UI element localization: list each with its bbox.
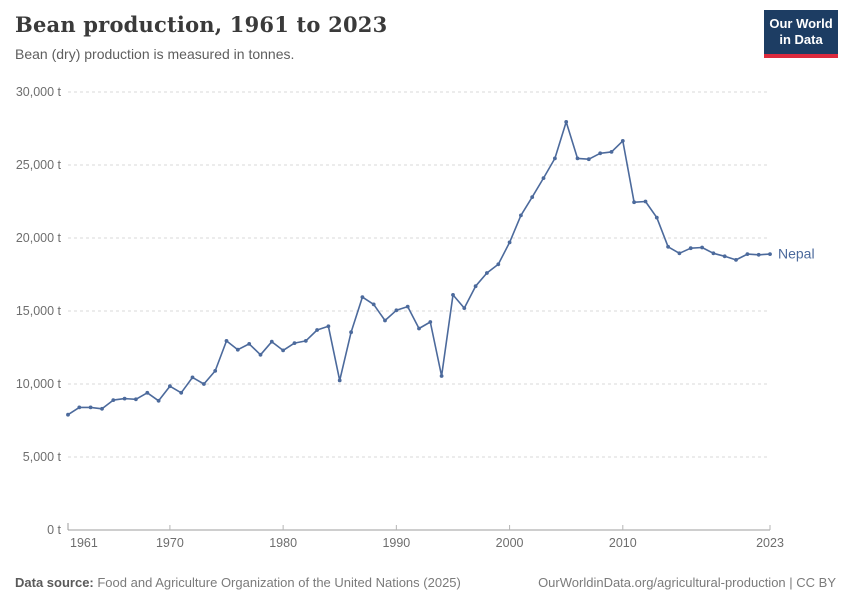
data-source-label: Data source: <box>15 575 94 590</box>
data-point[interactable] <box>586 157 591 162</box>
data-point[interactable] <box>315 328 319 332</box>
chart-subtitle: Bean (dry) production is measured in ton… <box>15 46 295 62</box>
owid-logo-line2: in Data <box>779 32 823 48</box>
data-point[interactable] <box>303 339 308 343</box>
data-point[interactable] <box>179 390 184 395</box>
x-tick-label: 1961 <box>70 536 98 550</box>
data-point[interactable] <box>224 339 229 343</box>
data-source-text: Food and Agriculture Organization of the… <box>93 575 461 590</box>
data-point[interactable] <box>156 398 161 403</box>
data-point[interactable] <box>349 330 353 335</box>
data-point[interactable] <box>564 120 569 124</box>
x-tick-label: 1990 <box>382 536 410 550</box>
data-point[interactable] <box>745 252 750 256</box>
y-tick-label: 15,000 t <box>16 304 62 318</box>
x-tick-label: 2023 <box>756 536 784 550</box>
data-point[interactable] <box>371 302 376 307</box>
data-point[interactable] <box>202 382 206 386</box>
data-point[interactable] <box>734 258 738 262</box>
x-tick-label: 1970 <box>156 536 184 550</box>
data-point[interactable] <box>122 396 127 401</box>
data-point[interactable] <box>507 240 512 245</box>
data-point[interactable] <box>405 304 410 309</box>
data-point[interactable] <box>575 156 580 161</box>
data-point[interactable] <box>620 139 625 143</box>
data-point[interactable] <box>145 390 150 395</box>
data-point[interactable] <box>632 200 636 205</box>
data-point[interactable] <box>281 348 285 353</box>
data-point[interactable] <box>666 244 670 249</box>
data-point[interactable] <box>111 398 116 402</box>
data-point[interactable] <box>439 374 444 378</box>
chart-footer: Data source: Food and Agriculture Organi… <box>15 575 836 590</box>
data-point[interactable] <box>496 262 501 267</box>
data-point[interactable] <box>768 252 772 256</box>
data-point[interactable] <box>394 308 399 313</box>
data-point[interactable] <box>168 384 172 389</box>
x-tick-label: 2000 <box>496 536 524 550</box>
data-point[interactable] <box>462 306 467 310</box>
data-point[interactable] <box>326 324 331 329</box>
data-point[interactable] <box>700 245 704 250</box>
credit-link[interactable]: OurWorldinData.org/agricultural-producti… <box>538 575 836 590</box>
data-point[interactable] <box>711 251 716 256</box>
data-point[interactable] <box>337 378 342 383</box>
x-tick-label: 1980 <box>269 536 297 550</box>
data-point[interactable] <box>292 341 297 345</box>
data-source: Data source: Food and Agriculture Organi… <box>15 575 461 590</box>
data-point[interactable] <box>643 199 648 204</box>
data-point[interactable] <box>247 342 252 346</box>
data-point[interactable] <box>88 405 93 410</box>
data-point[interactable] <box>428 320 433 324</box>
data-point[interactable] <box>77 405 82 410</box>
y-tick-label: 25,000 t <box>16 158 62 172</box>
data-point[interactable] <box>519 213 523 218</box>
data-point[interactable] <box>485 271 489 275</box>
data-point[interactable] <box>451 293 455 297</box>
chart-header: Bean production, 1961 to 2023 Bean (dry)… <box>15 12 387 62</box>
owid-logo-line1: Our World <box>769 16 833 31</box>
data-point[interactable] <box>417 326 421 331</box>
data-point[interactable] <box>383 318 387 323</box>
data-point[interactable] <box>100 406 104 411</box>
data-point[interactable] <box>269 339 274 344</box>
data-point[interactable] <box>134 397 138 402</box>
data-point[interactable] <box>258 352 263 357</box>
data-point[interactable] <box>598 151 603 156</box>
data-point[interactable] <box>553 156 557 161</box>
data-point[interactable] <box>235 347 240 352</box>
owid-logo[interactable]: Our World in Data <box>764 10 838 58</box>
data-point[interactable] <box>609 150 614 154</box>
data-point[interactable] <box>722 254 727 259</box>
data-point[interactable] <box>541 176 546 181</box>
data-point[interactable] <box>473 284 478 289</box>
data-point[interactable] <box>360 295 365 299</box>
data-point[interactable] <box>756 252 761 257</box>
data-point[interactable] <box>66 412 70 417</box>
y-tick-label: 20,000 t <box>16 231 62 245</box>
data-point[interactable] <box>654 215 659 220</box>
data-point[interactable] <box>677 251 682 256</box>
data-point[interactable] <box>190 375 195 380</box>
y-tick-label: 30,000 t <box>16 85 62 99</box>
data-point[interactable] <box>688 246 693 251</box>
y-tick-label: 5,000 t <box>23 450 62 464</box>
y-tick-label: 10,000 t <box>16 377 62 391</box>
x-tick-label: 2010 <box>609 536 637 550</box>
data-point[interactable] <box>213 369 218 373</box>
entity-label[interactable]: Nepal <box>778 246 815 262</box>
y-tick-label: 0 t <box>47 523 61 537</box>
data-point[interactable] <box>530 195 535 200</box>
data-line[interactable] <box>67 121 771 416</box>
chart-title: Bean production, 1961 to 2023 <box>15 12 388 37</box>
